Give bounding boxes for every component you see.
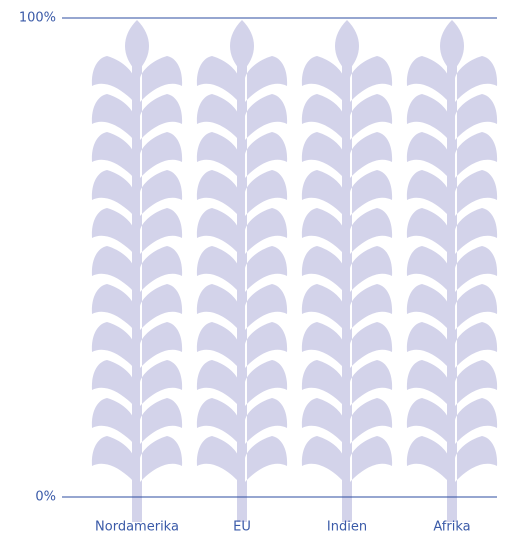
y-tick-label: 100% — [19, 11, 56, 26]
x-tick-label: Indien — [327, 520, 367, 535]
wheat-background — [406, 20, 498, 522]
x-tick-label: Nordamerika — [95, 520, 179, 535]
y-tick-label: 0% — [35, 490, 56, 505]
wheat-background — [91, 20, 183, 522]
wheat-background — [301, 20, 393, 522]
x-tick-label: Afrika — [433, 520, 470, 535]
x-tick-label: EU — [233, 520, 251, 535]
wheat-background — [196, 20, 288, 522]
